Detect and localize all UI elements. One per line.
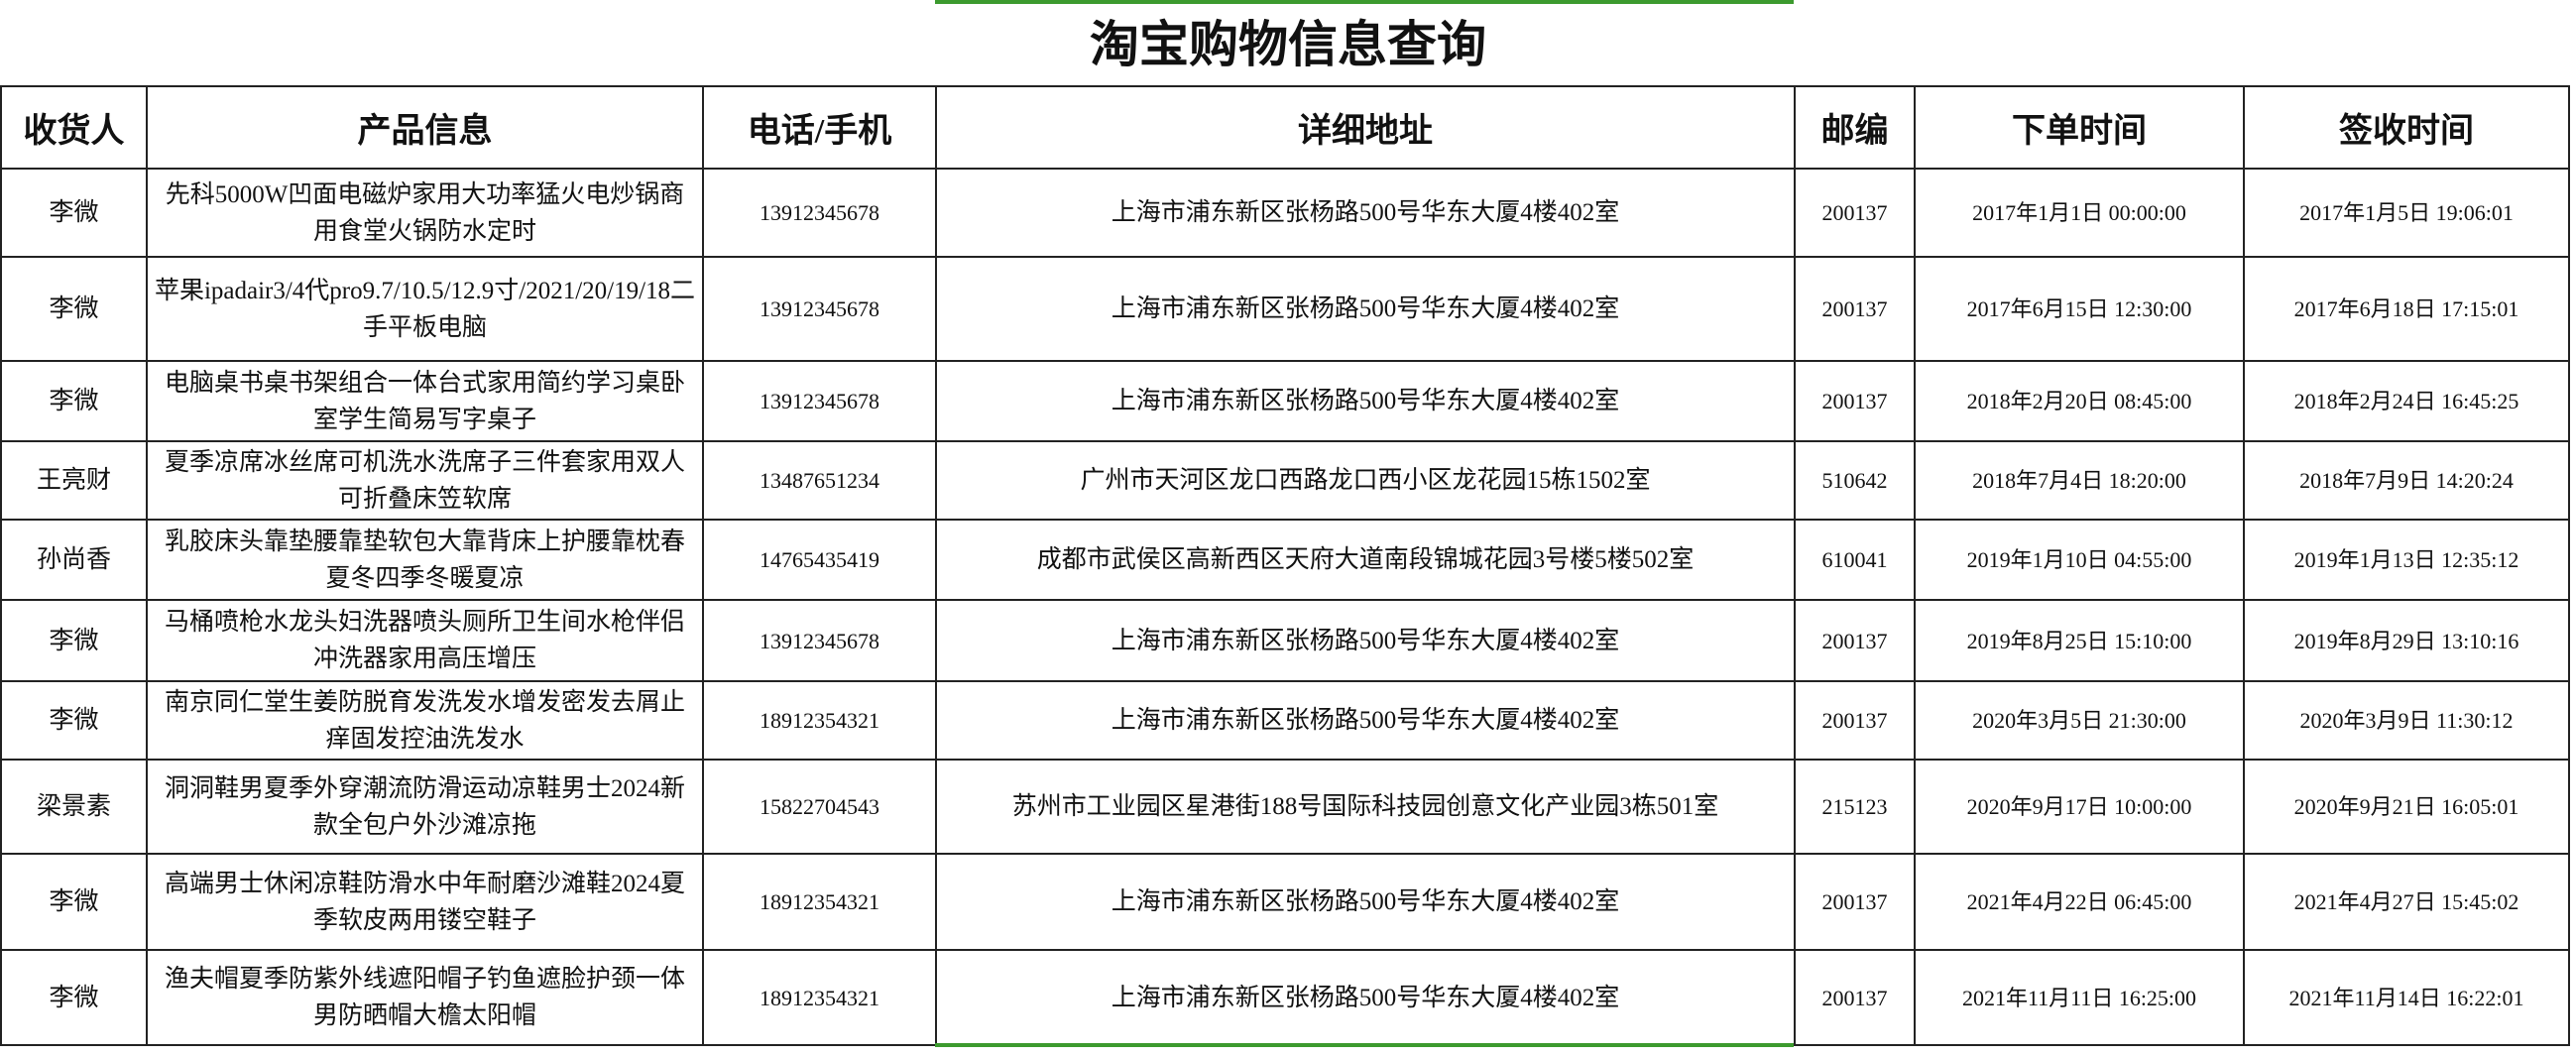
table-row: 李微 电脑桌书桌书架组合一体台式家用简约学习桌卧室学生简易写字桌子 13912345… [0, 360, 2570, 442]
table-cell: 李微 [0, 168, 148, 258]
table-cell: 马桶喷枪水龙头妇洗器喷头厕所卫生间水枪伴侣冲洗器家用高压增压 [146, 599, 704, 682]
column-header: 签收时间 [2243, 85, 2570, 170]
table-cell: 2018年2月24日 16:45:25 [2243, 360, 2570, 442]
table-cell: 上海市浦东新区张杨路500号华东大厦4楼402室 [935, 360, 1796, 442]
column-header: 邮编 [1794, 85, 1916, 170]
table-cell: 2017年6月18日 17:15:01 [2243, 256, 2570, 362]
table-cell: 2021年11月14日 16:22:01 [2243, 949, 2570, 1046]
table-cell: 2019年8月29日 13:10:16 [2243, 599, 2570, 682]
table-cell: 2020年3月9日 11:30:12 [2243, 680, 2570, 761]
table-cell: 广州市天河区龙口西路龙口西小区龙花园15栋1502室 [935, 440, 1796, 521]
table-cell: 乳胶床头靠垫腰靠垫软包大靠背床上护腰靠枕春夏冬四季冬暖夏凉 [146, 519, 704, 601]
column-header: 收货人 [0, 85, 148, 170]
accent-line [935, 0, 1794, 4]
table-cell: 13912345678 [702, 360, 937, 442]
table-cell: 2017年1月5日 19:06:01 [2243, 168, 2570, 258]
table-cell: 夏季凉席冰丝席可机洗水洗席子三件套家用双人可折叠床笠软席 [146, 440, 704, 521]
order-table: 收货人 产品信息 电话/手机 详细地址 邮编 下单时间 签收时间 李微 先科5000W凹面电磁… [0, 85, 2570, 1046]
table-cell: 2021年11月11日 16:25:00 [1914, 949, 2245, 1046]
table-cell: 15822704543 [702, 759, 937, 855]
table-row: 李微 高端男士休闲凉鞋防滑水中年耐磨沙滩鞋2024夏季软皮两用镂空鞋子 189123… [0, 853, 2570, 951]
table-cell: 南京同仁堂生姜防脱育发洗发水增发密发去屑止痒固发控油洗发水 [146, 680, 704, 761]
column-header: 下单时间 [1914, 85, 2245, 170]
table-cell: 200137 [1794, 599, 1916, 682]
table-cell: 200137 [1794, 256, 1916, 362]
table-cell: 510642 [1794, 440, 1916, 521]
table-cell: 18912354321 [702, 680, 937, 761]
table-cell: 电脑桌书桌书架组合一体台式家用简约学习桌卧室学生简易写字桌子 [146, 360, 704, 442]
table-cell: 215123 [1794, 759, 1916, 855]
table-cell: 200137 [1794, 949, 1916, 1046]
table-cell: 13912345678 [702, 599, 937, 682]
table-cell: 渔夫帽夏季防紫外线遮阳帽子钓鱼遮脸护颈一体男防晒帽大檐太阳帽 [146, 949, 704, 1046]
table-row: 李微 先科5000W凹面电磁炉家用大功率猛火电炒锅商用食堂火锅防水定时 139123… [0, 168, 2570, 258]
table-cell: 上海市浦东新区张杨路500号华东大厦4楼402室 [935, 853, 1796, 951]
table-cell: 200137 [1794, 680, 1916, 761]
table-cell: 先科5000W凹面电磁炉家用大功率猛火电炒锅商用食堂火锅防水定时 [146, 168, 704, 258]
table-cell: 李微 [0, 599, 148, 682]
column-header: 电话/手机 [702, 85, 937, 170]
table-cell: 李微 [0, 680, 148, 761]
table-cell: 李微 [0, 949, 148, 1046]
table-cell: 李微 [0, 360, 148, 442]
table-cell: 2020年9月17日 10:00:00 [1914, 759, 2245, 855]
table-row: 李微 苹果ipadair3/4代pro9.7/10.5/12.9寸/2021/20… [0, 256, 2570, 362]
table-cell: 2019年1月13日 12:35:12 [2243, 519, 2570, 601]
table-cell: 孙尚香 [0, 519, 148, 601]
table-cell: 洞洞鞋男夏季外穿潮流防滑运动凉鞋男士2024新款全包户外沙滩凉拖 [146, 759, 704, 855]
table-cell: 苹果ipadair3/4代pro9.7/10.5/12.9寸/2021/20/1… [146, 256, 704, 362]
table-cell: 2017年1月1日 00:00:00 [1914, 168, 2245, 258]
table-cell: 2019年8月25日 15:10:00 [1914, 599, 2245, 682]
table-cell: 苏州市工业园区星港街188号国际科技园创意文化产业园3栋501室 [935, 759, 1796, 855]
table-cell: 2018年2月20日 08:45:00 [1914, 360, 2245, 442]
table-cell: 2021年4月27日 15:45:02 [2243, 853, 2570, 951]
table-cell: 上海市浦东新区张杨路500号华东大厦4楼402室 [935, 949, 1796, 1046]
table-cell: 2021年4月22日 06:45:00 [1914, 853, 2245, 951]
table-cell: 13487651234 [702, 440, 937, 521]
page-title: 淘宝购物信息查询 [1090, 17, 1486, 72]
table-cell: 18912354321 [702, 853, 937, 951]
table-cell: 18912354321 [702, 949, 937, 1046]
table-row: 李微 马桶喷枪水龙头妇洗器喷头厕所卫生间水枪伴侣冲洗器家用高压增压 13912345… [0, 599, 2570, 682]
table-row: 李微 南京同仁堂生姜防脱育发洗发水增发密发去屑止痒固发控油洗发水 189123543… [0, 680, 2570, 761]
table-cell: 李微 [0, 853, 148, 951]
table-cell: 梁景素 [0, 759, 148, 855]
table-cell: 200137 [1794, 360, 1916, 442]
header-row: 收货人 产品信息 电话/手机 详细地址 邮编 下单时间 签收时间 [0, 85, 2570, 170]
table-cell: 高端男士休闲凉鞋防滑水中年耐磨沙滩鞋2024夏季软皮两用镂空鞋子 [146, 853, 704, 951]
table-cell: 13912345678 [702, 256, 937, 362]
column-header: 产品信息 [146, 85, 704, 170]
table-cell: 上海市浦东新区张杨路500号华东大厦4楼402室 [935, 256, 1796, 362]
table-cell: 13912345678 [702, 168, 937, 258]
table-cell: 成都市武侯区高新西区天府大道南段锦城花园3号楼5楼502室 [935, 519, 1796, 601]
table-cell: 2020年9月21日 16:05:01 [2243, 759, 2570, 855]
table-row: 李微 渔夫帽夏季防紫外线遮阳帽子钓鱼遮脸护颈一体男防晒帽大檐太阳帽 18912354… [0, 949, 2570, 1046]
table-cell: 200137 [1794, 853, 1916, 951]
column-header: 详细地址 [935, 85, 1796, 170]
table-cell: 上海市浦东新区张杨路500号华东大厦4楼402室 [935, 168, 1796, 258]
table-cell: 200137 [1794, 168, 1916, 258]
accent-line [935, 1043, 1794, 1047]
table-cell: 2020年3月5日 21:30:00 [1914, 680, 2245, 761]
table-cell: 2017年6月15日 12:30:00 [1914, 256, 2245, 362]
table-cell: 上海市浦东新区张杨路500号华东大厦4楼402室 [935, 599, 1796, 682]
table-cell: 上海市浦东新区张杨路500号华东大厦4楼402室 [935, 680, 1796, 761]
table-cell: 2018年7月4日 18:20:00 [1914, 440, 2245, 521]
table-row: 梁景素 洞洞鞋男夏季外穿潮流防滑运动凉鞋男士2024新款全包户外沙滩凉拖 15822… [0, 759, 2570, 855]
table-row: 孙尚香 乳胶床头靠垫腰靠垫软包大靠背床上护腰靠枕春夏冬四季冬暖夏凉 14765435… [0, 519, 2570, 601]
table-row: 王亮财 夏季凉席冰丝席可机洗水洗席子三件套家用双人可折叠床笠软席 134876512… [0, 440, 2570, 521]
table-cell: 14765435419 [702, 519, 937, 601]
table-cell: 2019年1月10日 04:55:00 [1914, 519, 2245, 601]
table-cell: 王亮财 [0, 440, 148, 521]
table-cell: 2018年7月9日 14:20:24 [2243, 440, 2570, 521]
table-cell: 610041 [1794, 519, 1916, 601]
table-cell: 李微 [0, 256, 148, 362]
